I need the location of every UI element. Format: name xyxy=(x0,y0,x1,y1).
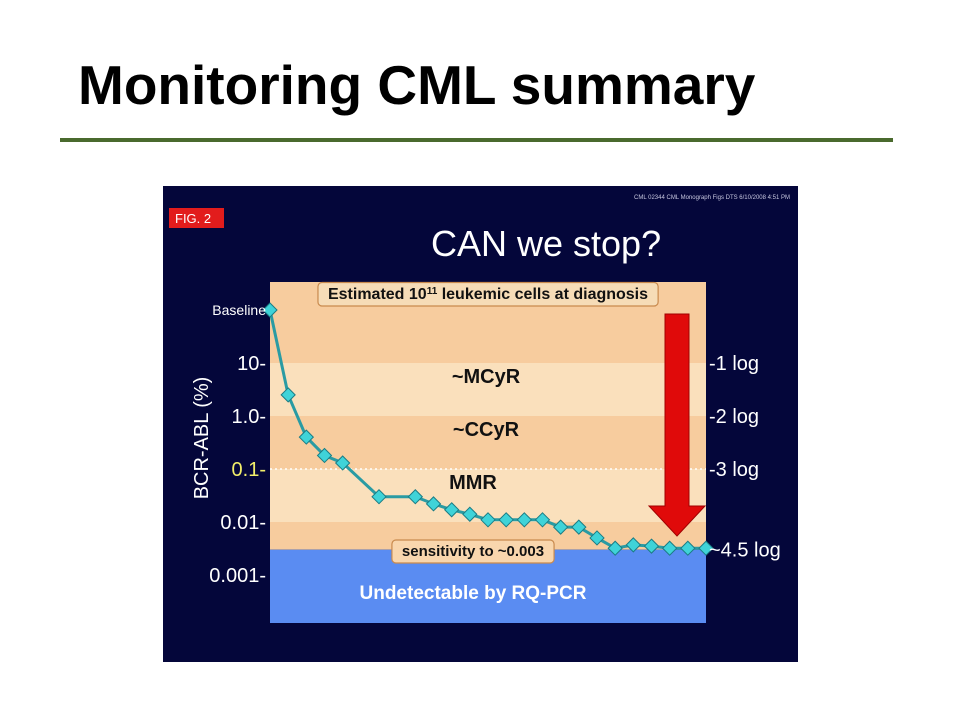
figure-panel: FIG. 2 CML 02344 CML Monograph Figs DTS … xyxy=(163,186,798,662)
y-tick-label-0: Baseline xyxy=(212,302,266,318)
band-label-0: Estimated 1011 leukemic cells at diagnos… xyxy=(328,286,648,304)
data-point-6 xyxy=(407,489,424,505)
data-point-7 xyxy=(425,496,442,512)
band-label-2: ~CCyR xyxy=(453,419,520,441)
data-point-13 xyxy=(534,512,551,528)
data-point-8 xyxy=(443,502,460,518)
y-tick-label-2: 1.0- xyxy=(232,406,266,428)
data-point-15 xyxy=(571,519,587,535)
data-point-5 xyxy=(371,489,387,505)
band-label-4: sensitivity to ~0.003 xyxy=(402,543,544,560)
data-point-1 xyxy=(280,387,296,403)
right-tick-label-2: -3 log xyxy=(709,459,759,481)
band-label-box-0 xyxy=(317,281,659,307)
band-label-1: ~MCyR xyxy=(452,366,521,388)
data-point-0 xyxy=(262,302,278,318)
data-point-17 xyxy=(607,540,623,556)
y-tick-label-3: 0.1- xyxy=(232,459,266,481)
data-point-4 xyxy=(334,455,351,471)
y-tick-label-4: 0.01- xyxy=(220,512,266,534)
data-point-9 xyxy=(462,506,478,522)
bcr-abl-chart: FIG. 2 CML 02344 CML Monograph Figs DTS … xyxy=(169,195,790,623)
right-tick-label-0: -1 log xyxy=(709,353,759,375)
data-point-14 xyxy=(552,519,569,535)
y-tick-label-5: 0.001- xyxy=(209,565,266,587)
right-tick-label-1: -2 log xyxy=(709,406,759,428)
data-point-2 xyxy=(298,429,315,445)
data-point-18 xyxy=(625,537,642,553)
data-point-3 xyxy=(316,447,333,464)
right-tick-label-3: ~4.5 log xyxy=(709,540,781,562)
data-point-11 xyxy=(498,512,514,528)
band-1 xyxy=(270,363,706,416)
data-point-20 xyxy=(661,540,678,556)
y-tick-label-1: 10- xyxy=(237,353,266,375)
source-note: CML 02344 CML Monograph Figs DTS 6/10/20… xyxy=(634,195,790,201)
data-point-19 xyxy=(643,538,660,554)
band-label-3: MMR xyxy=(449,472,497,494)
data-point-10 xyxy=(480,512,496,528)
fig-label-box xyxy=(169,208,224,228)
band-label-box-4 xyxy=(391,539,555,564)
y-axis-label: BCR-ABL (%) xyxy=(191,377,213,500)
data-point-22 xyxy=(698,540,714,556)
down-arrow-icon xyxy=(647,313,707,537)
slide-title: Monitoring CML summary xyxy=(78,54,756,116)
data-point-12 xyxy=(516,512,533,528)
fig-label: FIG. 2 xyxy=(175,211,211,226)
data-point-16 xyxy=(589,530,605,546)
title-underline xyxy=(60,138,893,142)
question-text: CAN we stop? xyxy=(431,223,661,264)
data-point-21 xyxy=(680,540,696,556)
undetectable-label: Undetectable by RQ-PCR xyxy=(360,583,587,604)
